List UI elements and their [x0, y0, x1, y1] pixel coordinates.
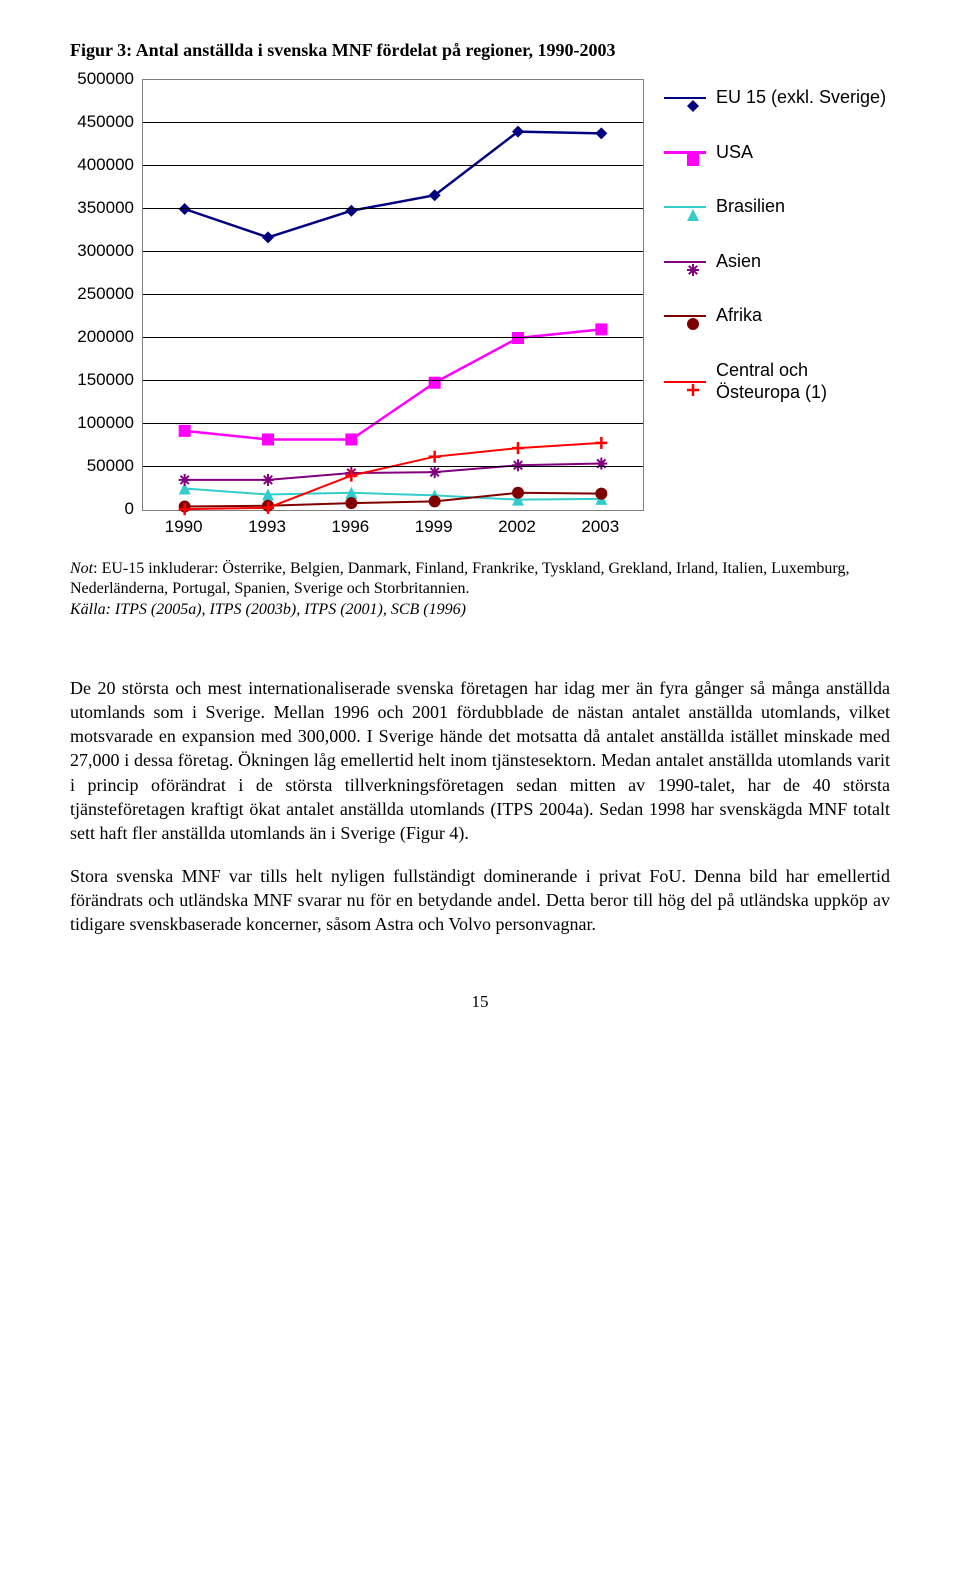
legend-label: Asien	[716, 251, 761, 273]
page-number: 15	[70, 992, 890, 1012]
gridline	[143, 294, 643, 295]
chart-plot-area	[142, 79, 644, 511]
legend-swatch	[664, 381, 706, 383]
figure-note: Not: EU-15 inkluderar: Österrike, Belgie…	[70, 559, 890, 599]
body-text: De 20 största och mest internationaliser…	[70, 676, 890, 937]
source-label: Källa:	[70, 601, 111, 618]
gridline	[143, 423, 643, 424]
legend-swatch	[664, 206, 706, 208]
x-tick-label: 1999	[392, 517, 475, 537]
gridline	[143, 122, 643, 123]
legend-item: Brasilien	[664, 196, 890, 218]
paragraph-1: De 20 största och mest internationaliser…	[70, 676, 890, 846]
legend-item: Afrika	[664, 305, 890, 327]
legend-swatch	[664, 261, 706, 263]
note-text: : EU-15 inkluderar: Österrike, Belgien, …	[70, 560, 849, 597]
paragraph-2: Stora svenska MNF var tills helt nyligen…	[70, 864, 890, 937]
legend-item: USA	[664, 142, 890, 164]
figure-source: Källa: ITPS (2005a), ITPS (2003b), ITPS …	[70, 599, 890, 621]
legend-label: Brasilien	[716, 196, 785, 218]
figure-title: Figur 3: Antal anställda i svenska MNF f…	[70, 40, 890, 61]
gridline	[143, 466, 643, 467]
chart-x-axis: 199019931996199920022003	[142, 517, 642, 537]
gridline	[143, 208, 643, 209]
gridline	[143, 165, 643, 166]
x-tick-label: 1990	[142, 517, 225, 537]
legend-item: Asien	[664, 251, 890, 273]
source-text: ITPS (2005a), ITPS (2003b), ITPS (2001),…	[111, 601, 466, 618]
gridline	[143, 337, 643, 338]
chart-svg	[143, 80, 643, 510]
chart-legend: EU 15 (exkl. Sverige) USA Brasilien Asien Af…	[664, 79, 890, 403]
x-tick-label: 2002	[475, 517, 558, 537]
chart-container: 0500001000001500002000002500003000003500…	[70, 79, 890, 537]
chart-y-axis: 0500001000001500002000002500003000003500…	[70, 79, 142, 509]
gridline	[143, 380, 643, 381]
legend-swatch	[664, 151, 706, 154]
legend-item: EU 15 (exkl. Sverige)	[664, 87, 890, 109]
legend-label: EU 15 (exkl. Sverige)	[716, 87, 886, 109]
legend-label: USA	[716, 142, 753, 164]
x-tick-label: 2003	[559, 517, 642, 537]
gridline	[143, 251, 643, 252]
legend-label: Afrika	[716, 305, 762, 327]
x-tick-label: 1996	[309, 517, 392, 537]
legend-swatch	[664, 315, 706, 317]
x-tick-label: 1993	[225, 517, 308, 537]
note-label: Not	[70, 560, 93, 577]
legend-swatch	[664, 97, 706, 100]
legend-item: Central och Östeuropa (1)	[664, 360, 890, 403]
legend-label: Central och Östeuropa (1)	[716, 360, 890, 403]
